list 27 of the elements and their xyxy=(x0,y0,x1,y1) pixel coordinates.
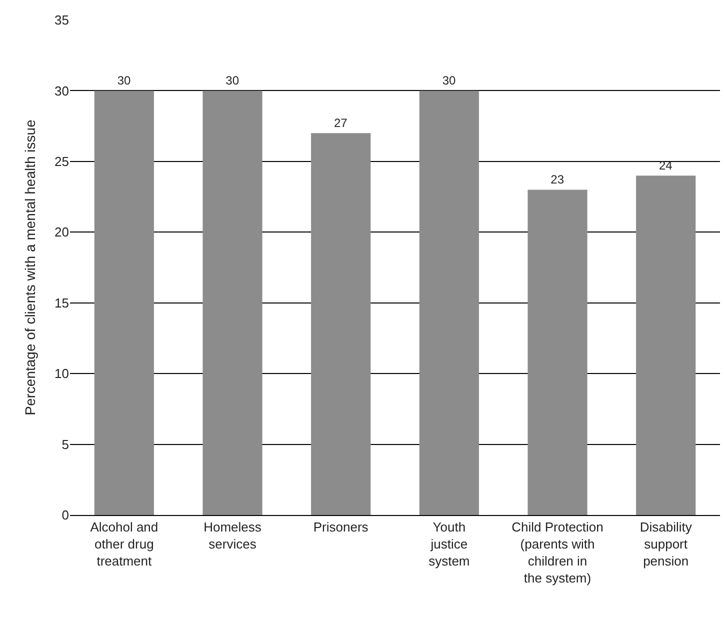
y-tick-label: 25 xyxy=(54,154,69,169)
bar xyxy=(202,90,262,515)
y-tick-label: 0 xyxy=(62,508,69,523)
x-tick-label: Disability support pension xyxy=(640,520,692,568)
bar xyxy=(419,90,479,515)
y-axis-title: Percentage of clients with a mental health issue xyxy=(22,119,38,416)
data-label: 30 xyxy=(226,74,240,88)
x-tick-label: Homeless services xyxy=(204,520,262,552)
data-label: 27 xyxy=(334,116,348,130)
y-tick-label: 20 xyxy=(54,224,69,240)
x-tick-label: Alcohol and other drug treatment xyxy=(90,520,158,568)
bar xyxy=(636,176,696,515)
bar xyxy=(94,90,154,515)
y-tick-label: 15 xyxy=(54,295,69,310)
x-tick-label: Child Protection (parents with children in the system) xyxy=(512,520,604,586)
y-tick-label: 35 xyxy=(54,12,69,28)
data-label: 23 xyxy=(550,172,564,187)
x-tick-label: Youth justice system xyxy=(428,520,470,568)
data-label: 30 xyxy=(442,74,456,88)
y-tick-label: 5 xyxy=(62,436,69,452)
x-tick-label: Prisoners xyxy=(313,520,369,535)
y-tick-label: 10 xyxy=(54,366,69,382)
bar xyxy=(528,190,588,515)
bar xyxy=(311,133,371,515)
data-label: 30 xyxy=(117,74,131,88)
y-tick-label: 30 xyxy=(54,83,69,98)
data-label: 24 xyxy=(658,158,673,173)
